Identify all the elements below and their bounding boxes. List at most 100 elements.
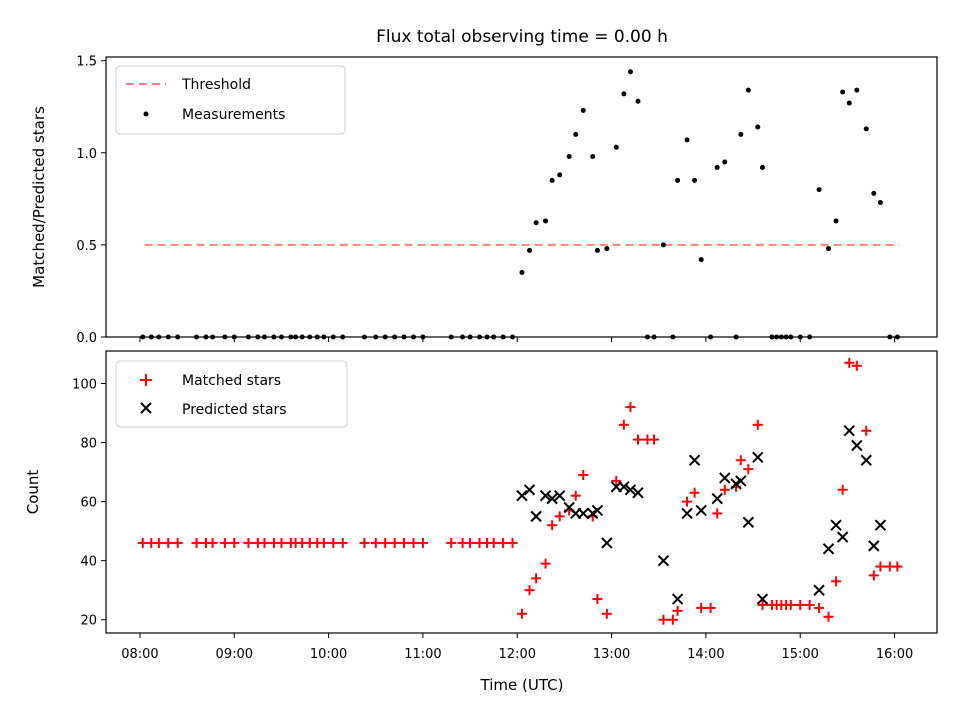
matched-star-point — [804, 599, 815, 610]
bottom-xtick-label: 10:00 — [310, 647, 347, 662]
matched-star-point — [844, 357, 855, 368]
legend-predicted-label: Predicted stars — [182, 402, 287, 418]
bottom-xtick-label: 15:00 — [781, 647, 818, 662]
top-axes-frame — [105, 56, 938, 338]
matched-star-point — [823, 611, 834, 622]
measurement-point — [613, 144, 619, 150]
matched-star-point — [547, 520, 558, 531]
matched-stars-series — [137, 357, 903, 625]
measurement-point — [692, 177, 698, 183]
top-yticks: 0.0 0.5 1.0 1.5 — [76, 55, 106, 346]
matched-star-point — [632, 434, 643, 445]
top-ytick-label: 0.5 — [76, 239, 97, 254]
matched-star-point — [380, 537, 391, 548]
x-axis-label: Time (UTC) — [480, 676, 564, 694]
matched-star-point — [658, 614, 669, 625]
matched-star-point — [689, 487, 700, 498]
measurement-point — [627, 69, 633, 75]
bottom-ytick-label: 40 — [80, 555, 97, 570]
matched-star-point — [743, 464, 754, 475]
matched-star-point — [892, 561, 903, 572]
measurement-point — [519, 270, 525, 276]
matched-star-point — [554, 511, 565, 522]
matched-star-point — [328, 537, 339, 548]
predicted-star-point — [632, 487, 644, 499]
measurement-point — [877, 200, 883, 206]
matched-star-point — [531, 573, 542, 584]
matched-star-point — [498, 537, 509, 548]
predicted-star-point — [546, 492, 558, 505]
legend-measurements-label: Measurements — [182, 107, 285, 123]
matched-star-point — [625, 402, 636, 413]
measurement-point — [854, 87, 860, 93]
matched-star-point — [667, 614, 678, 625]
matched-star-point — [861, 425, 872, 436]
predicted-star-point — [516, 489, 528, 502]
measurement-point — [871, 190, 877, 196]
measurement-point — [527, 247, 533, 253]
measurement-point — [745, 87, 751, 93]
predicted-star-point — [553, 489, 566, 502]
predicted-star-point — [742, 516, 755, 528]
predicted-star-point — [688, 454, 701, 466]
matched-star-point — [507, 537, 518, 548]
matched-star-point — [465, 537, 476, 548]
measurement-point — [698, 257, 704, 263]
matched-star-point — [785, 599, 796, 610]
matched-star-point — [229, 537, 240, 548]
matched-star-point — [318, 537, 329, 548]
matched-star-point — [601, 608, 612, 619]
top-y-axis-label: Matched/Predicted stars — [30, 106, 48, 288]
bottom-axes-frame — [105, 350, 938, 634]
predicted-star-point — [860, 454, 872, 466]
measurement-point — [543, 218, 549, 224]
measurement-point — [621, 91, 627, 97]
measurement-point — [722, 159, 728, 165]
predicted-star-point — [657, 554, 670, 567]
matched-star-point — [370, 537, 381, 548]
legend-matched-swatch — [140, 374, 152, 386]
measurement-point — [594, 247, 600, 253]
matched-star-point — [172, 537, 183, 548]
matched-star-point — [682, 496, 693, 507]
matched-star-point — [399, 537, 410, 548]
matched-star-point — [137, 537, 148, 548]
matched-star-point — [649, 434, 660, 445]
measurement-point — [863, 126, 869, 132]
predicted-star-point — [523, 484, 536, 496]
bottom-xtick-label: 11:00 — [404, 647, 441, 662]
bottom-panel: 20 40 60 80 100 08:00 09:00 10:00 11:00 12:00 13:… — [24, 350, 938, 694]
predicted-star-point — [843, 425, 855, 437]
measurement-point — [660, 242, 666, 248]
top-panel: 0.0 0.5 1.0 1.5 Threshold Measurements Matc… — [30, 55, 938, 346]
matched-star-point — [207, 537, 218, 548]
matched-star-point — [540, 558, 551, 569]
measurement-point — [549, 177, 555, 183]
matched-star-point — [757, 599, 768, 610]
predicted-star-point — [836, 531, 849, 543]
matched-star-point — [837, 484, 848, 495]
matched-star-point — [868, 570, 879, 581]
predicted-stars-series — [516, 425, 887, 605]
bottom-yticks: 20 40 60 80 100 — [72, 377, 106, 629]
matched-star-point — [417, 537, 428, 548]
measurement-point — [840, 89, 846, 95]
predicted-star-point — [695, 504, 707, 517]
matched-star-point — [570, 490, 581, 501]
predicted-star-point — [601, 537, 613, 549]
predicted-star-point — [591, 504, 604, 517]
matched-star-point — [276, 537, 287, 548]
matched-star-point — [814, 602, 825, 613]
bottom-ytick-label: 100 — [72, 377, 97, 392]
matched-star-point — [191, 537, 202, 548]
bottom-ytick-label: 20 — [80, 614, 97, 629]
predicted-star-point — [618, 481, 630, 493]
matched-star-point — [219, 537, 230, 548]
matched-star-point — [259, 537, 270, 548]
bottom-ytick-label: 80 — [80, 437, 97, 452]
matched-star-point — [712, 508, 723, 519]
measurement-point — [590, 153, 596, 159]
bottom-xtick-label: 12:00 — [499, 647, 536, 662]
bottom-xtick-label: 13:00 — [593, 647, 630, 662]
